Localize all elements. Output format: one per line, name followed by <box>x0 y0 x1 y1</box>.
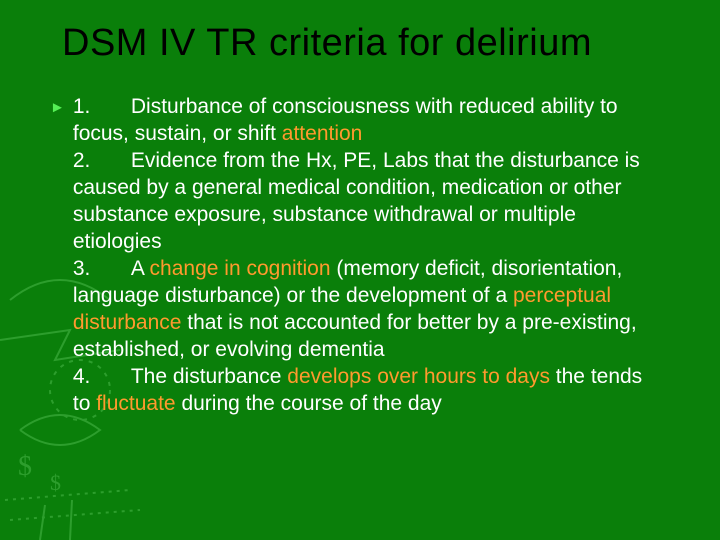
highlight-text: develops over hours to days <box>287 365 550 388</box>
item-text: Evidence from the Hx, PE, Labs that the … <box>73 149 640 253</box>
highlight-text: attention <box>282 122 363 145</box>
bullet-icon: ► <box>50 94 65 121</box>
highlight-text: change in cognition <box>150 257 331 280</box>
item-text: A <box>131 257 150 280</box>
slide-body: ► 1.Disturbance of consciousness with re… <box>50 93 660 417</box>
body-text: 1.Disturbance of consciousness with redu… <box>73 93 660 417</box>
item-number: 3. <box>73 255 131 282</box>
slide-title: DSM IV TR criteria for delirium <box>62 22 680 65</box>
slide: DSM IV TR criteria for delirium ► 1.Dist… <box>0 0 720 540</box>
item-number: 1. <box>73 93 131 120</box>
item-number: 2. <box>73 147 131 174</box>
item-text: The disturbance <box>131 365 287 388</box>
item-number: 4. <box>73 363 131 390</box>
item-text: during the course of the day <box>176 392 442 415</box>
highlight-text: fluctuate <box>96 392 175 415</box>
